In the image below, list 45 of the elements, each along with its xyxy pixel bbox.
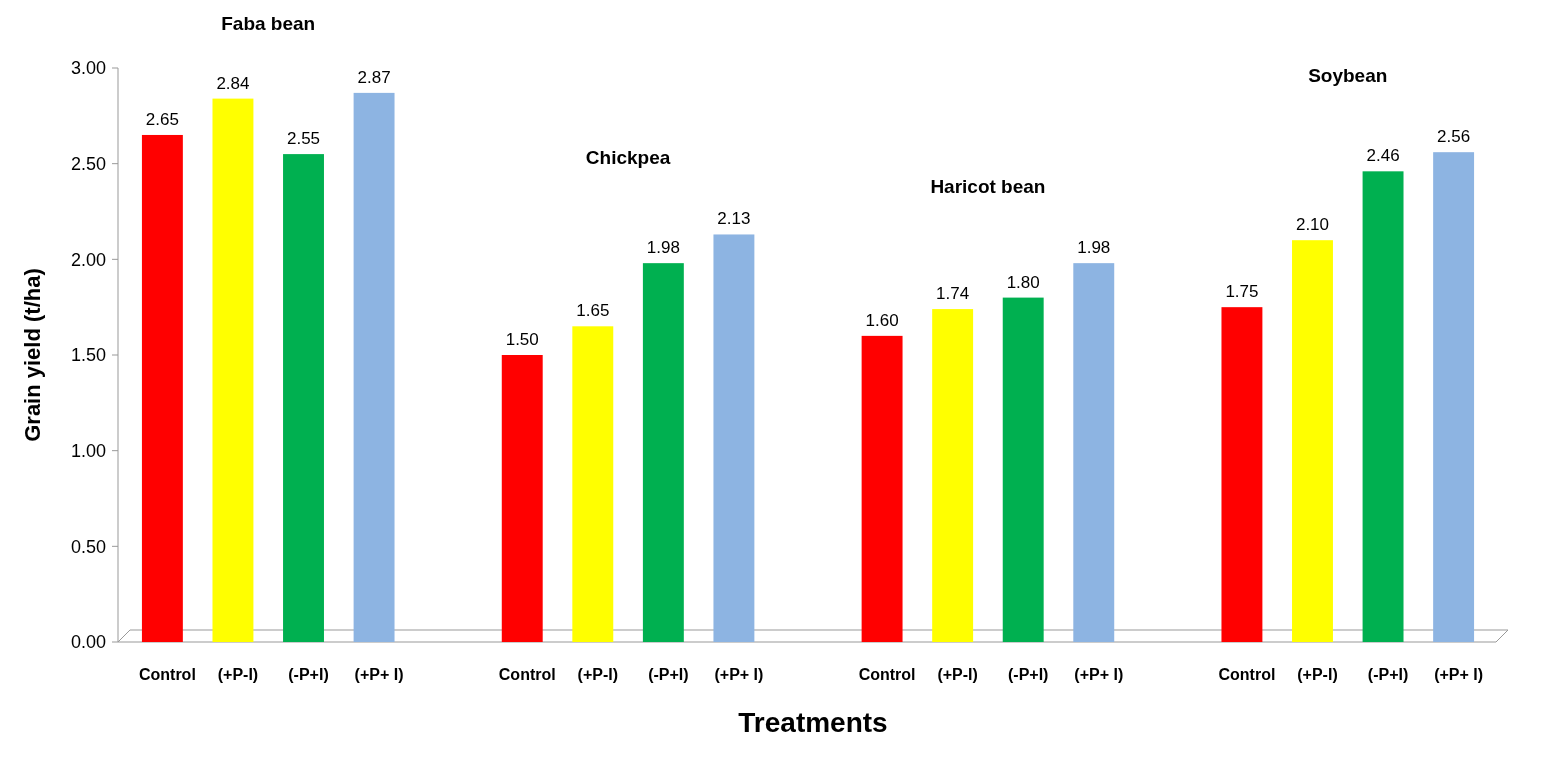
y-tick-label: 0.50 [70,536,106,557]
data-label: 2.13 [717,209,751,229]
x-tick-label: Control [138,666,196,683]
text: Faba bean [221,13,316,34]
annotation: Chickpea [585,147,671,169]
data-label: 2.46 [1366,146,1400,166]
x-tick-label: (+P+ I) [1074,666,1124,683]
y-axis-title: Grain yield (t/ha) [20,268,45,442]
x-axis-title: Treatments [738,707,888,738]
data-label: 2.10 [1295,215,1330,235]
x-tick-label: (-P+I) [648,666,689,683]
data-label: 1.65 [576,301,610,321]
x-tick-label: (+P+ I) [714,666,764,683]
data-label: 1.74 [936,284,970,304]
annotation: Haricot bean [930,176,1046,198]
data-label: 1.75 [1225,282,1259,302]
x-tick-label: (+P-I) [937,666,978,683]
y-tick-label: 0.00 [70,632,106,653]
x-tick-label: (-P+I) [1007,666,1049,683]
data-label: 1.98 [1077,238,1111,258]
y-tick-label: 2.00 [70,249,106,270]
x-tick-label: (+P+ I) [354,666,404,683]
data-label: 2.65 [145,109,179,129]
x-tick-label: Control [498,666,556,683]
data-label: 1.50 [505,330,539,349]
x-tick-label: Control [1218,666,1276,683]
x-tick-label: (+P-I) [577,666,619,683]
x-tick-label: (+P+ I) [1434,666,1484,683]
data-label: 2.56 [1437,127,1471,147]
data-label: 1.80 [1006,272,1040,292]
x-tick-label: (+P-I) [217,666,259,683]
x-tick-label: (-P+I) [288,666,329,683]
x-tick-label: Control [858,666,916,683]
data-label: 1.98 [646,238,680,258]
y-tick-label: 1.00 [70,440,106,461]
data-label: 2.55 [286,129,321,149]
x-tick-label: (-P+I) [1367,666,1409,683]
annotation: Soybean [1308,65,1388,87]
data-label: 1.60 [865,310,899,330]
y-tick-label: 1.50 [70,345,106,366]
y-tick-label: 2.50 [70,153,106,174]
y-tick-label: 3.00 [70,58,106,79]
x-tick-label: (+P-I) [1297,666,1338,683]
data-label: 2.87 [357,67,391,87]
data-label: 2.84 [216,73,250,93]
